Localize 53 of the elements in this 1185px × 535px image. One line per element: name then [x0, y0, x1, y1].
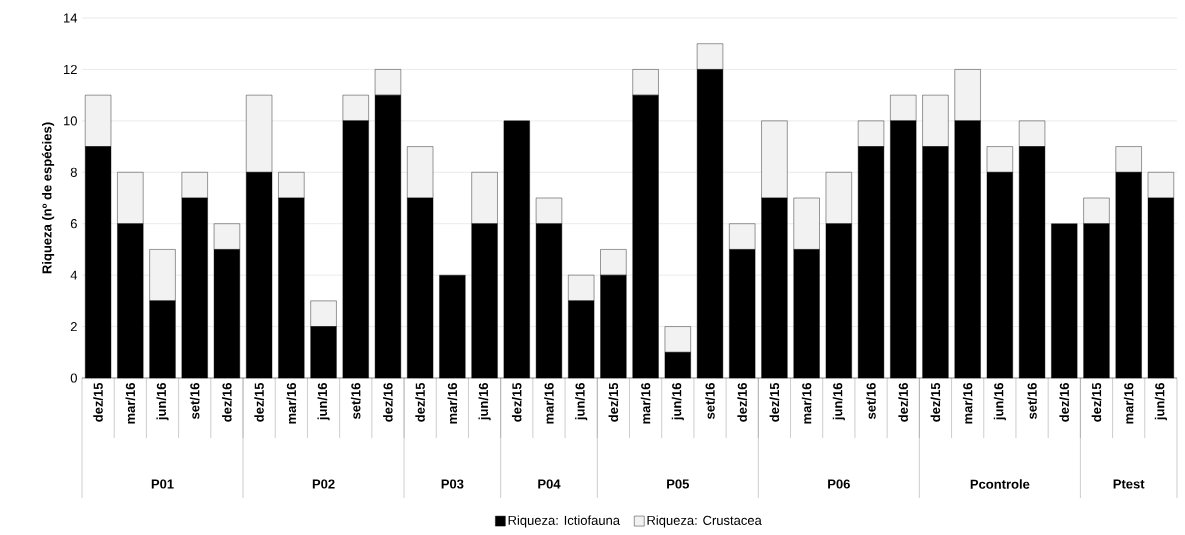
- x-tick-label: jun/16: [317, 383, 330, 421]
- x-tick-label: dez/16: [222, 383, 232, 422]
- x-tick-label: mar/16: [1123, 383, 1134, 424]
- x-tick-label: jun/16: [832, 383, 845, 421]
- text: Pcontrole: [970, 479, 1030, 489]
- text: P06: [828, 479, 850, 489]
- text: P03: [441, 479, 464, 489]
- x-tick-label: dez/15: [608, 382, 619, 422]
- x-tick-label: mar/16: [962, 383, 973, 424]
- x-tick-label: set/16: [1027, 383, 1037, 419]
- x-tick-label: dez/16: [737, 383, 748, 422]
- x-tick-label: mar/16: [125, 383, 136, 424]
- y-tick-label: 4: [70, 270, 78, 280]
- y-tick-label: 0: [70, 373, 77, 383]
- x-tick-label: jun/16: [478, 383, 491, 421]
- text: P02: [312, 479, 335, 489]
- x-tick-label: dez/16: [1059, 383, 1070, 422]
- x-tick-label: dez/15: [511, 382, 522, 422]
- x-tick-label: dez/15: [1091, 382, 1102, 422]
- x-tick-label: mar/16: [544, 383, 554, 424]
- x-tick-label: set/16: [705, 383, 715, 419]
- x-tick-label: set/16: [189, 383, 200, 419]
- x-tick-label: mar/16: [801, 383, 812, 424]
- legend-label: Riqueza: Ictiofauna: [508, 515, 621, 528]
- y-tick-label: 12: [64, 64, 77, 74]
- y-tick-label: 10: [64, 116, 77, 126]
- x-tick-label: dez/15: [930, 382, 941, 422]
- x-tick-label: dez/15: [769, 382, 780, 422]
- y-tick-label: 14: [64, 13, 78, 23]
- x-tick-label: dez/15: [415, 382, 426, 422]
- y-tick-label: 8: [70, 167, 77, 177]
- text: P01: [151, 479, 174, 489]
- y-tick-label: 6: [70, 219, 77, 229]
- y-axis-title: Riqueza (nº de espécies): [41, 122, 55, 274]
- x-tick-label: jun/16: [575, 383, 588, 421]
- x-tick-label: dez/16: [383, 383, 393, 422]
- x-tick-label: jun/16: [993, 383, 1006, 421]
- x-tick-label: mar/16: [447, 383, 458, 424]
- x-tick-label: set/16: [866, 383, 876, 419]
- legend-label: Riqueza: Crustacea: [647, 515, 762, 528]
- text: P04: [538, 479, 561, 489]
- x-tick-label: mar/16: [640, 383, 651, 424]
- x-tick-label: jun/16: [156, 383, 169, 421]
- text: Ptest: [1113, 479, 1145, 489]
- x-tick-label: set/16: [350, 383, 361, 419]
- y-tick-label: 2: [70, 322, 77, 332]
- x-tick-label: dez/15: [254, 382, 264, 422]
- x-tick-label: mar/16: [286, 383, 297, 424]
- x-tick-label: dez/16: [898, 383, 909, 422]
- x-tick-label: dez/15: [93, 382, 103, 422]
- x-tick-label: jun/16: [671, 383, 684, 421]
- x-tick-label: jun/16: [1154, 383, 1167, 421]
- text: P05: [667, 479, 690, 489]
